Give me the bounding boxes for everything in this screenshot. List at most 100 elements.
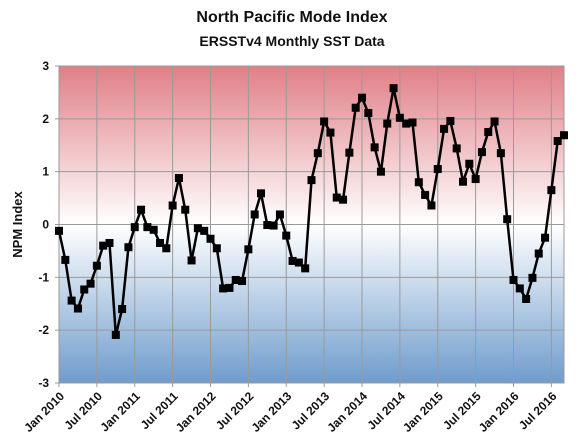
data-point: [339, 195, 348, 204]
data-point: [137, 205, 146, 214]
data-point: [86, 279, 95, 288]
data-point: [515, 284, 524, 293]
data-point: [547, 186, 556, 195]
x-tick-label: Jul 2016: [516, 389, 560, 433]
data-point: [383, 119, 392, 128]
data-point: [358, 93, 366, 102]
data-point: [496, 149, 505, 158]
data-point: [168, 201, 177, 210]
data-point: [244, 245, 253, 254]
series-npm-index: [55, 84, 568, 339]
data-point: [414, 178, 423, 187]
data-point: [408, 118, 417, 127]
data-point: [446, 116, 455, 125]
data-point: [452, 144, 461, 153]
data-point: [193, 224, 202, 233]
data-point: [206, 234, 215, 243]
data-point: [269, 221, 278, 230]
data-point: [288, 256, 297, 265]
data-point: [124, 243, 133, 252]
data-point: [282, 231, 291, 240]
data-point: [477, 148, 486, 157]
data-point: [156, 238, 164, 247]
data-point: [364, 109, 373, 118]
data-point: [534, 249, 543, 258]
data-point: [560, 131, 568, 140]
data-point: [313, 149, 322, 158]
y-tick-label: -3: [38, 376, 49, 390]
y-axis-label: NPM Index: [10, 191, 25, 258]
y-axis-ticks: -3 -2 -1 0 1 2 3: [38, 59, 59, 390]
data-point: [307, 176, 316, 185]
data-point: [231, 275, 240, 284]
data-point: [351, 103, 360, 112]
data-point: [440, 124, 449, 133]
data-point: [320, 117, 329, 126]
data-point: [402, 119, 411, 128]
data-point: [263, 221, 272, 230]
data-point: [490, 117, 499, 126]
x-tick-label: Jan 2012: [173, 389, 219, 435]
data-point: [522, 294, 531, 303]
data-point: [225, 283, 234, 292]
data-point: [162, 244, 171, 253]
data-point: [73, 304, 82, 313]
data-point: [105, 238, 114, 247]
y-tick-label: 2: [42, 112, 49, 126]
data-point: [149, 225, 158, 234]
chart-subtitle: ERSSTv4 Monthly SST Data: [199, 33, 385, 49]
data-point: [301, 264, 310, 273]
data-point: [421, 190, 430, 199]
data-point: [187, 256, 196, 265]
data-point: [433, 165, 442, 174]
data-point: [67, 296, 76, 305]
data-point: [219, 284, 228, 293]
data-point: [80, 285, 89, 294]
data-point: [111, 330, 120, 339]
data-point: [509, 275, 518, 284]
y-tick-label: 3: [42, 59, 49, 73]
data-point: [326, 128, 335, 137]
data-point: [528, 273, 537, 282]
data-point: [200, 226, 209, 235]
data-point: [92, 261, 101, 270]
data-point: [484, 128, 493, 137]
data-point: [370, 143, 379, 152]
data-point: [130, 223, 139, 232]
chart-title: North Pacific Mode Index: [196, 9, 388, 26]
x-tick-label: Jan 2011: [98, 389, 144, 435]
data-point: [250, 210, 259, 219]
data-point: [275, 210, 284, 219]
data-point: [503, 215, 512, 224]
data-point: [99, 241, 108, 250]
x-tick-label: Jan 2010: [21, 389, 67, 435]
x-tick-label: Jan 2014: [324, 389, 370, 435]
data-point: [143, 223, 152, 232]
data-point: [427, 201, 436, 210]
data-point: [238, 277, 247, 286]
data-point: [294, 258, 303, 267]
y-tick-label: 1: [42, 165, 49, 179]
data-point: [257, 189, 265, 198]
y-tick-label: -1: [38, 270, 49, 284]
y-tick-label: 0: [42, 218, 49, 232]
data-point: [389, 84, 398, 93]
y-tick-label: -2: [38, 323, 49, 337]
x-tick-label: Jan 2013: [249, 389, 295, 435]
data-point: [212, 244, 221, 253]
data-point: [376, 167, 385, 176]
x-tick-label: Jan 2016: [476, 389, 522, 435]
data-point: [174, 174, 183, 183]
data-point: [118, 305, 127, 314]
x-tick-label: Jan 2015: [400, 389, 446, 435]
data-point: [553, 137, 562, 146]
data-point: [332, 193, 341, 202]
data-point: [55, 226, 63, 235]
data-point: [471, 175, 480, 184]
data-point: [61, 255, 70, 264]
data-point: [395, 113, 404, 122]
data-point: [345, 148, 354, 157]
data-point: [541, 233, 550, 242]
